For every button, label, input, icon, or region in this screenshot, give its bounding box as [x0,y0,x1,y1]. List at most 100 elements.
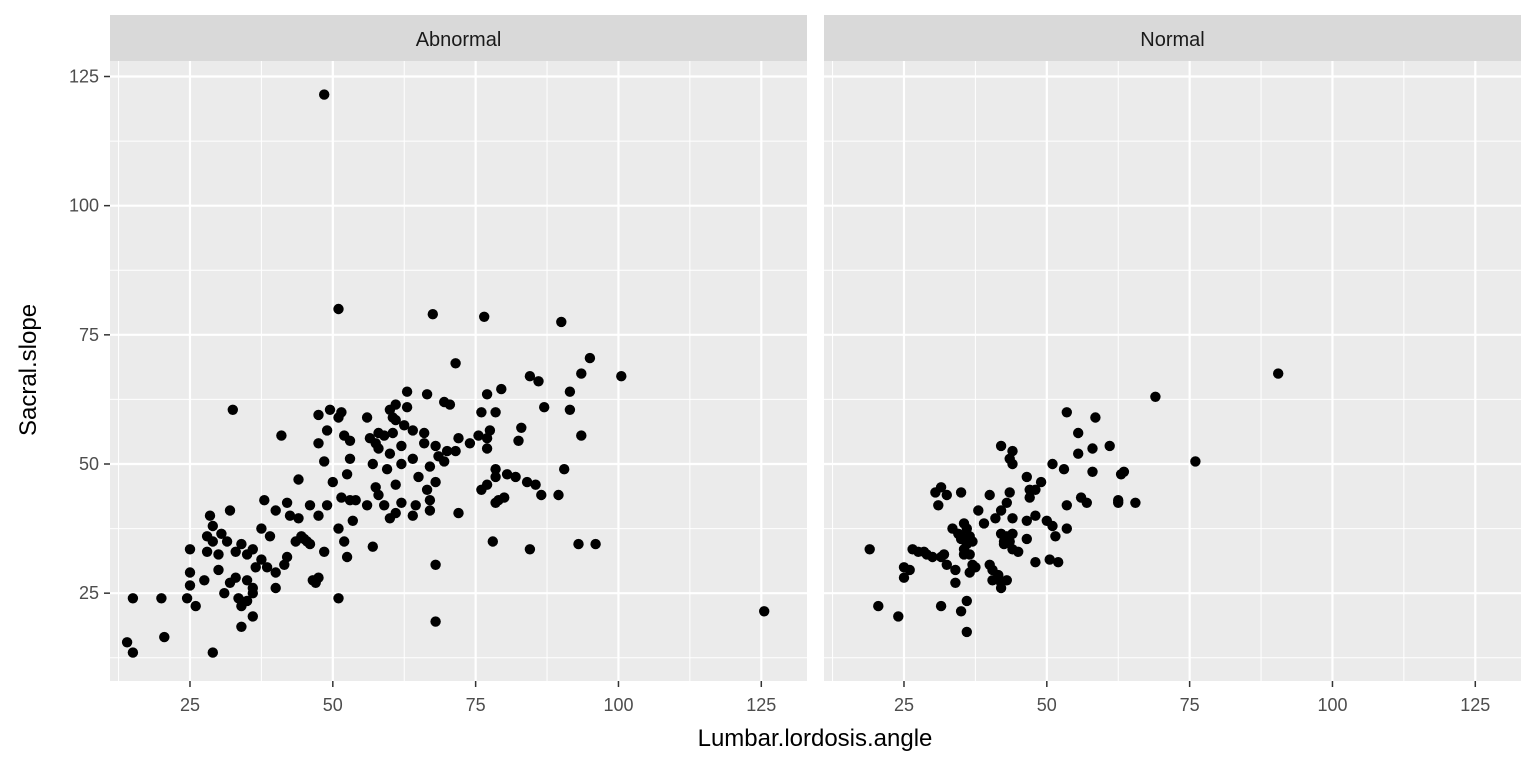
data-point [247,544,258,555]
data-point [973,505,984,516]
data-point [955,606,967,617]
data-point [207,520,218,532]
data-point [390,414,401,426]
data-point [1001,497,1012,508]
x-tick-label: 50 [323,695,343,715]
data-point [893,611,904,622]
x-tick-label: 50 [1037,695,1057,715]
data-point [390,479,401,490]
data-point [539,402,550,413]
data-point [873,600,884,612]
data-point [293,474,304,485]
data-point [279,559,290,570]
data-point [201,546,213,557]
data-point [444,399,456,410]
data-point [933,500,944,511]
panel-abnormal: Abnormal [110,15,807,681]
data-point [1021,533,1032,545]
data-point [190,600,201,612]
data-point [990,513,1001,524]
data-point [464,438,476,449]
data-point [450,358,461,369]
data-point [1150,391,1161,402]
data-point [759,606,770,617]
data-point [421,389,433,400]
data-point [381,464,393,475]
data-point [496,383,507,395]
data-point [384,448,396,459]
data-point [304,500,316,511]
data-point [247,611,258,622]
x-tick-label: 75 [1180,695,1200,715]
data-point [556,316,567,328]
data-point [1061,500,1073,511]
data-point [1073,448,1084,459]
data-point [399,420,410,431]
x-tick-label: 125 [746,695,776,715]
data-point [536,489,547,501]
data-point [898,572,910,583]
data-point [1007,513,1018,524]
x-tick-label: 100 [1317,695,1347,715]
data-point [264,531,276,542]
data-point [559,464,570,475]
data-point [401,386,413,397]
data-point [336,492,347,503]
data-point [221,536,233,547]
data-point [995,440,1007,452]
data-point [1053,557,1064,568]
data-point [201,531,213,542]
data-point [319,456,330,467]
data-point [453,433,464,444]
data-point [419,427,430,439]
data-point [1050,531,1061,542]
data-point [987,575,998,586]
data-point [270,567,281,578]
y-tick-label: 100 [69,196,99,216]
data-point [1087,466,1098,477]
data-point [324,404,336,415]
data-point [256,554,267,565]
data-point [1104,440,1115,452]
data-point [396,440,407,452]
data-point [410,500,421,511]
data-point [1007,458,1018,470]
data-point [407,510,418,521]
data-point [1113,497,1124,508]
data-point [950,577,961,588]
data-point [247,588,258,599]
data-point [319,89,330,100]
data-point [390,507,401,519]
data-point [1021,471,1032,483]
data-point [1013,546,1024,557]
data-point [453,507,464,519]
data-point [396,458,407,470]
data-point [321,500,333,511]
data-point [344,453,356,464]
data-point [616,371,627,382]
data-point [450,445,461,457]
data-point [430,476,441,488]
data-point [1130,497,1141,508]
data-point [224,505,236,516]
data-point [1058,464,1070,475]
data-point [424,495,436,506]
data-point [521,476,533,488]
data-point [481,443,493,454]
data-point [350,495,361,506]
x-tick-label: 25 [180,695,200,715]
data-point [213,549,224,560]
panel-background [110,61,807,681]
data-point [1030,557,1041,568]
data-point [424,505,436,516]
data-point [473,430,484,441]
data-point [510,471,521,483]
data-point [998,538,1010,550]
data-point [284,510,296,521]
data-point [479,311,490,322]
data-point [995,582,1007,594]
data-point [184,580,196,591]
data-point [424,461,436,472]
data-point [1035,476,1047,488]
data-point [1024,492,1035,503]
